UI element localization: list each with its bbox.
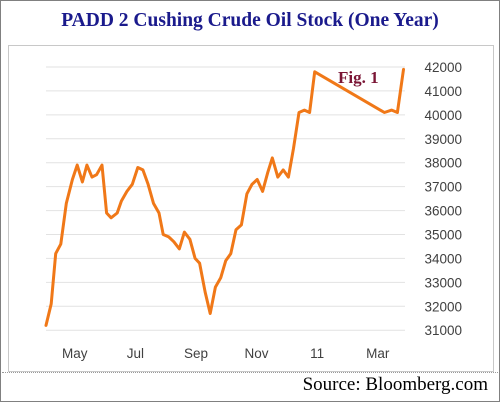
y-tick-label: 41000 xyxy=(424,84,462,99)
y-tick-label: 42000 xyxy=(424,60,462,75)
y-tick-label: 37000 xyxy=(424,180,462,195)
y-tick-label: 39000 xyxy=(424,132,462,147)
x-tick-label: May xyxy=(62,346,88,361)
figure-label: Fig. 1 xyxy=(338,68,379,87)
divider xyxy=(2,372,498,373)
y-tick-label: 38000 xyxy=(424,156,462,171)
x-tick-label: Jul xyxy=(127,346,144,361)
x-tick-label: Mar xyxy=(366,346,390,361)
x-tick-label: Nov xyxy=(245,346,269,361)
y-tick-label: 36000 xyxy=(424,204,462,219)
y-tick-label: 33000 xyxy=(424,275,462,290)
source-credit: Source: Bloomberg.com xyxy=(302,374,488,395)
plot-area xyxy=(8,45,494,372)
y-tick-label: 35000 xyxy=(424,228,462,243)
y-tick-label: 31000 xyxy=(424,323,462,338)
page-title: PADD 2 Cushing Crude Oil Stock (One Year… xyxy=(61,10,439,31)
x-tick-label: Sep xyxy=(184,346,208,361)
y-tick-label: 34000 xyxy=(424,251,462,266)
y-tick-label: 40000 xyxy=(424,108,462,123)
y-tick-label: 32000 xyxy=(424,299,462,314)
series-line xyxy=(44,67,405,327)
x-tick-label: 11 xyxy=(310,346,324,361)
